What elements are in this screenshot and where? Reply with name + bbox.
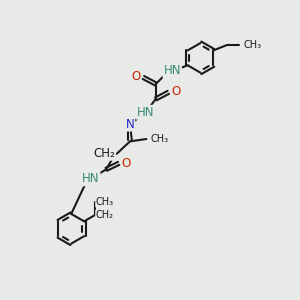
Text: CH₂: CH₂ [96, 210, 114, 220]
Text: CH₃: CH₃ [151, 134, 169, 144]
Text: O: O [171, 85, 181, 98]
Text: O: O [122, 157, 131, 170]
Text: CH₂: CH₂ [93, 147, 115, 160]
Text: CH₃: CH₃ [96, 197, 114, 207]
Text: HN: HN [82, 172, 100, 185]
Text: CH₃: CH₃ [244, 40, 262, 50]
Text: HN: HN [137, 106, 154, 119]
Text: O: O [131, 70, 140, 83]
Text: N: N [126, 118, 134, 130]
Text: HN: HN [164, 64, 181, 77]
